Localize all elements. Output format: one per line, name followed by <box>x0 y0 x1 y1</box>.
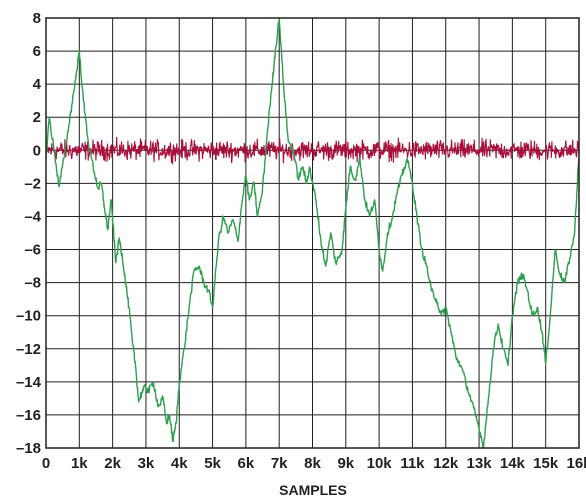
x-tick-label: 7k <box>271 455 288 472</box>
x-tick-label: 2k <box>104 455 121 472</box>
x-tick-label: 5k <box>204 455 221 472</box>
x-tick-label: 8k <box>304 455 321 472</box>
x-tick-label: 1k <box>71 455 88 472</box>
x-tick-label: 11k <box>400 455 425 472</box>
y-axis-ticks: 8 6 4 2 0 –2 –4 –6 –8 –10 –12 –14 –16 –18 <box>16 10 42 457</box>
x-tick-label: 14k <box>500 455 526 472</box>
y-tick-label: –8 <box>24 275 41 292</box>
x-axis-ticks: 0 1k 2k 3k 4k 5k 6k 7k 8k 9k 10k 11k 12k 13k 14k 15k 16k <box>42 455 586 472</box>
x-tick-label: 6k <box>238 455 255 472</box>
y-tick-label: –12 <box>16 341 41 358</box>
y-tick-label: –14 <box>16 374 42 391</box>
x-axis-label: SAMPLES <box>279 482 347 498</box>
x-tick-label: 9k <box>337 455 354 472</box>
y-tick-label: 0 <box>33 142 41 159</box>
x-tick-label: 4k <box>171 455 188 472</box>
plot-frame <box>45 17 580 449</box>
y-tick-label: –10 <box>16 308 41 325</box>
y-tick-label: –18 <box>16 440 41 457</box>
x-tick-label: 16k <box>566 455 586 472</box>
y-tick-label: –6 <box>24 242 41 259</box>
x-tick-label: 3k <box>138 455 155 472</box>
y-tick-label: 2 <box>33 109 41 126</box>
x-tick-label: 13k <box>467 455 493 472</box>
series-line-noise <box>45 136 580 165</box>
x-tick-label: 0 <box>42 455 50 472</box>
x-tick-label: 15k <box>533 455 559 472</box>
y-tick-label: 8 <box>33 10 41 27</box>
y-tick-label: 6 <box>33 43 41 60</box>
x-tick-label: 12k <box>433 455 459 472</box>
series-line-drift <box>45 17 580 449</box>
y-tick-label: 4 <box>33 76 42 93</box>
y-tick-label: –4 <box>24 208 41 225</box>
series-layer <box>45 17 580 449</box>
y-tick-label: –16 <box>16 407 41 424</box>
x-tick-label: 10k <box>367 455 393 472</box>
y-tick-label: –2 <box>24 175 41 192</box>
